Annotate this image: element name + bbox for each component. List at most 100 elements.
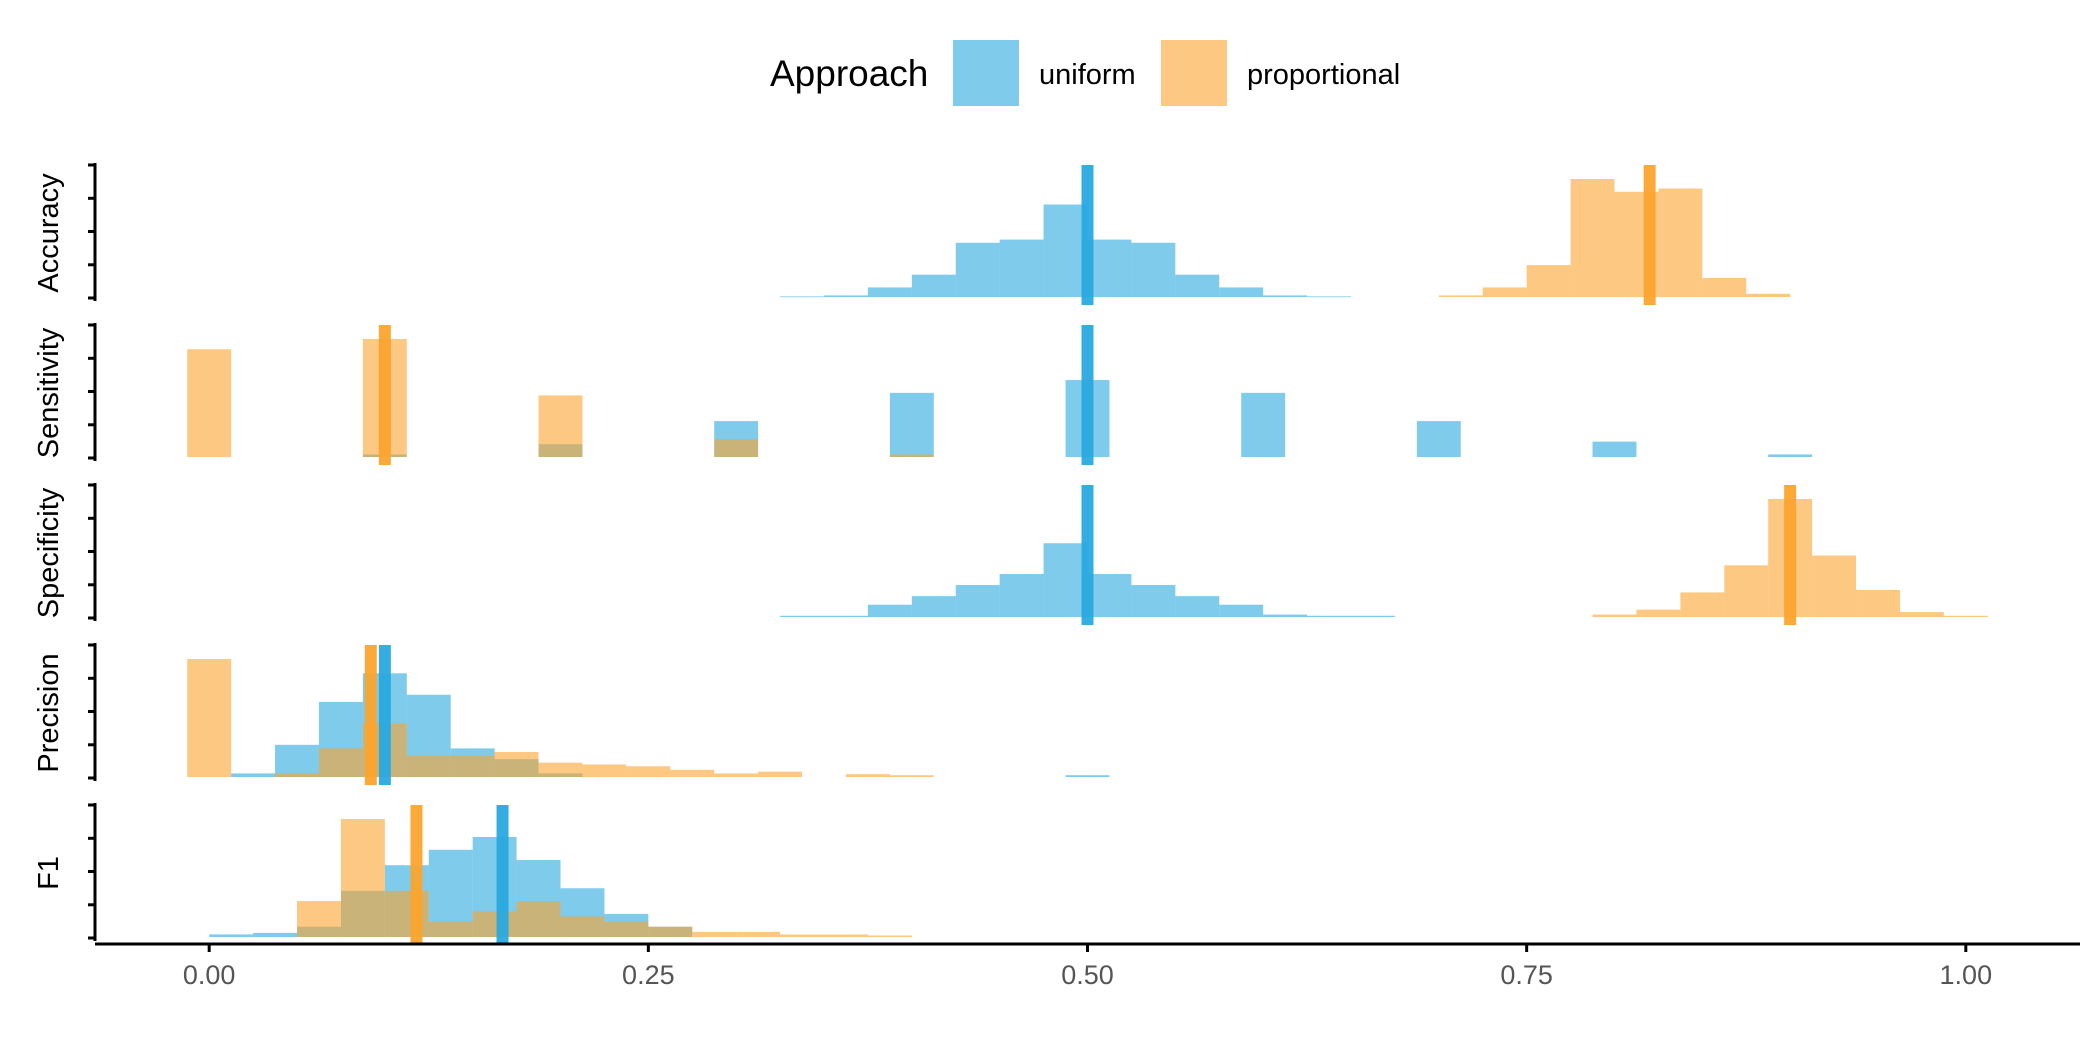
bar-specificity-proportional-6 bbox=[1856, 589, 1900, 617]
bar-precision-proportional-0 bbox=[187, 659, 232, 777]
bar-f1-proportional-8 bbox=[648, 926, 693, 937]
facet-panel-accuracy: Accuracy bbox=[33, 163, 1791, 305]
facet-label-f1: F1 bbox=[33, 856, 65, 890]
bar-precision-proportional-8 bbox=[582, 764, 627, 777]
bar-accuracy-uniform-9 bbox=[1175, 274, 1220, 297]
bar-accuracy-proportional-1 bbox=[1482, 287, 1527, 297]
bar-sensitivity-uniform-6 bbox=[1416, 421, 1461, 457]
facet-label-accuracy: Accuracy bbox=[33, 173, 65, 293]
bar-accuracy-proportional-6 bbox=[1702, 277, 1747, 297]
bar-accuracy-uniform-0 bbox=[780, 296, 825, 298]
x-tick-label-4: 1.00 bbox=[1940, 960, 1993, 990]
x-tick-label-0: 0.00 bbox=[183, 960, 236, 990]
bar-specificity-uniform-1 bbox=[824, 615, 868, 617]
bar-f1-proportional-1 bbox=[340, 819, 385, 937]
mean-line-specificity-proportional bbox=[1784, 485, 1797, 625]
bar-f1-uniform-1 bbox=[253, 932, 298, 937]
legend-label-uniform: uniform bbox=[1039, 59, 1136, 91]
facet-panel-sensitivity: Sensitivity bbox=[33, 323, 1813, 465]
legend-key-uniform bbox=[953, 40, 1019, 106]
bar-accuracy-uniform-4 bbox=[955, 242, 1000, 297]
bar-specificity-uniform-2 bbox=[867, 604, 912, 617]
x-tick-label-2: 0.50 bbox=[1061, 960, 1114, 990]
bar-specificity-proportional-3 bbox=[1724, 565, 1769, 618]
bar-precision-proportional-10 bbox=[670, 769, 715, 777]
bar-sensitivity-uniform-7 bbox=[1592, 441, 1637, 457]
bar-f1-proportional-12 bbox=[824, 934, 868, 937]
bar-specificity-uniform-13 bbox=[1351, 615, 1395, 617]
bar-accuracy-proportional-7 bbox=[1746, 293, 1791, 297]
bar-specificity-uniform-10 bbox=[1219, 604, 1264, 617]
bar-accuracy-uniform-5 bbox=[999, 239, 1044, 297]
bar-specificity-uniform-7 bbox=[1087, 573, 1132, 617]
bar-sensitivity-proportional-3 bbox=[714, 439, 759, 457]
bar-specificity-proportional-2 bbox=[1680, 592, 1725, 617]
bar-specificity-uniform-3 bbox=[911, 596, 956, 617]
bar-f1-proportional-10 bbox=[736, 931, 781, 937]
bar-f1-proportional-13 bbox=[867, 935, 912, 937]
facet-panels: Accuracy Sensitivity Specificity Precision F… bbox=[33, 163, 1988, 945]
mean-line-sensitivity-proportional bbox=[378, 325, 391, 465]
bar-accuracy-uniform-10 bbox=[1219, 287, 1264, 297]
facet-label-precision: Precision bbox=[33, 653, 65, 772]
bar-specificity-proportional-1 bbox=[1636, 609, 1681, 618]
bar-specificity-proportional-0 bbox=[1592, 614, 1637, 617]
bar-precision-uniform-8 bbox=[1065, 775, 1110, 777]
facet-panel-f1: F1 bbox=[33, 803, 912, 945]
bar-precision-proportional-13 bbox=[845, 774, 890, 777]
bar-precision-proportional-5 bbox=[450, 755, 495, 777]
legend-label-proportional: proportional bbox=[1247, 59, 1400, 91]
facet-label-sensitivity: Sensitivity bbox=[33, 327, 65, 458]
facet-panel-specificity: Specificity bbox=[33, 483, 1988, 625]
bar-accuracy-uniform-7 bbox=[1087, 239, 1132, 297]
bar-accuracy-uniform-8 bbox=[1131, 242, 1176, 297]
mean-line-accuracy-proportional bbox=[1643, 165, 1656, 305]
bar-specificity-uniform-4 bbox=[955, 585, 1000, 617]
mean-line-precision-proportional bbox=[364, 645, 377, 785]
bar-accuracy-uniform-11 bbox=[1263, 295, 1308, 297]
bar-f1-proportional-7 bbox=[604, 921, 649, 937]
mean-line-f1-proportional bbox=[410, 805, 423, 945]
bar-sensitivity-proportional-2 bbox=[538, 395, 583, 457]
bar-accuracy-uniform-2 bbox=[867, 287, 912, 297]
bar-specificity-proportional-7 bbox=[1899, 612, 1944, 617]
bar-precision-proportional-7 bbox=[538, 762, 583, 777]
bar-accuracy-uniform-6 bbox=[1043, 204, 1088, 297]
bar-f1-proportional-11 bbox=[780, 934, 825, 937]
bar-f1-proportional-9 bbox=[692, 931, 737, 937]
legend: Approach uniform proportional bbox=[770, 40, 1400, 106]
bar-precision-uniform-1 bbox=[275, 744, 319, 777]
legend-title: Approach bbox=[770, 53, 928, 94]
mean-line-precision-uniform bbox=[378, 645, 391, 785]
bar-specificity-uniform-0 bbox=[780, 615, 825, 617]
x-axis: 0.00 0.25 0.50 0.75 1.00 bbox=[95, 942, 2080, 990]
bar-precision-uniform-0 bbox=[231, 773, 276, 777]
bar-specificity-uniform-5 bbox=[999, 573, 1044, 617]
bar-accuracy-uniform-1 bbox=[824, 295, 868, 297]
bar-specificity-uniform-8 bbox=[1131, 585, 1176, 617]
x-tick-label-3: 0.75 bbox=[1500, 960, 1553, 990]
bar-accuracy-uniform-3 bbox=[911, 274, 956, 297]
bar-sensitivity-proportional-4 bbox=[889, 454, 934, 457]
bar-precision-proportional-11 bbox=[714, 773, 759, 777]
bar-precision-proportional-4 bbox=[406, 755, 451, 777]
bar-precision-proportional-9 bbox=[626, 766, 671, 777]
mean-line-accuracy-uniform bbox=[1081, 165, 1094, 305]
bar-specificity-uniform-6 bbox=[1043, 543, 1088, 617]
bar-f1-proportional-6 bbox=[560, 916, 605, 937]
bar-sensitivity-uniform-3 bbox=[889, 392, 934, 457]
bar-specificity-uniform-12 bbox=[1307, 615, 1351, 617]
bar-specificity-proportional-8 bbox=[1943, 615, 1988, 617]
bar-specificity-uniform-9 bbox=[1175, 596, 1220, 617]
bar-accuracy-proportional-0 bbox=[1438, 295, 1483, 297]
bar-accuracy-proportional-5 bbox=[1658, 188, 1703, 297]
bar-accuracy-uniform-12 bbox=[1307, 296, 1351, 298]
bar-specificity-proportional-5 bbox=[1812, 555, 1857, 617]
bar-f1-proportional-0 bbox=[297, 901, 341, 937]
bar-f1-uniform-0 bbox=[209, 934, 254, 937]
bar-precision-proportional-1 bbox=[275, 773, 319, 777]
bar-specificity-uniform-11 bbox=[1263, 614, 1308, 617]
mean-line-f1-uniform bbox=[496, 805, 509, 945]
bar-sensitivity-uniform-5 bbox=[1241, 392, 1286, 457]
